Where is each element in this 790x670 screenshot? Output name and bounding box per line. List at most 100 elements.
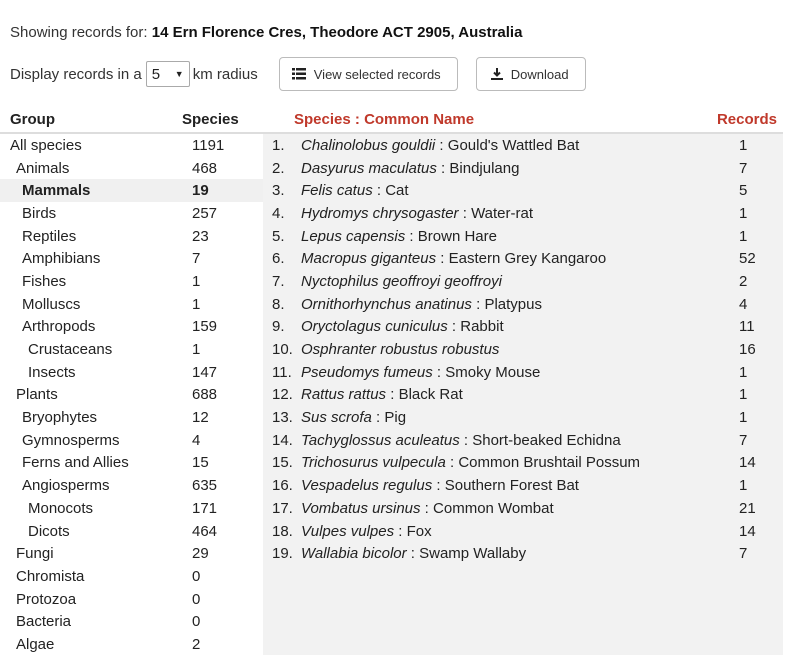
scientific-name[interactable]: Vombatus ursinus (301, 499, 421, 517)
species-row[interactable]: 2. Dasyurus maculatus : Bindjulang 7 (263, 157, 783, 180)
scientific-name[interactable]: Macropus giganteus (301, 250, 437, 268)
name-separator: : (394, 522, 407, 540)
scientific-name[interactable]: Osphranter robustus robustus (301, 341, 500, 359)
group-row[interactable]: Ferns and Allies 15 (0, 452, 263, 475)
species-row[interactable]: 6. Macropus giganteus : Eastern Grey Kang… (263, 247, 783, 270)
species-row[interactable]: 13. Sus scrofa : Pig 1 (263, 406, 783, 429)
species-row[interactable]: 11. Pseudomys fumeus : Smoky Mouse 1 (263, 361, 783, 384)
group-name: Fishes (22, 272, 67, 290)
group-row[interactable]: Algae 2 (0, 633, 263, 656)
scientific-name[interactable]: Pseudomys fumeus (301, 363, 433, 381)
radius-select[interactable]: 5 ▼ (145, 61, 190, 87)
species-row[interactable]: 5. Lepus capensis : Brown Hare 1 (263, 225, 783, 248)
scientific-name[interactable]: Chalinolobus gouldii (301, 136, 436, 154)
scientific-name[interactable]: Wallabia bicolor (301, 545, 407, 563)
species-column-header[interactable]: Species (294, 111, 351, 128)
scientific-name[interactable]: Oryctolagus cuniculus (301, 318, 448, 336)
group-row[interactable]: Monocots 171 (0, 497, 263, 520)
records-count: 1 (739, 204, 748, 222)
group-row[interactable]: Animals 468 (0, 157, 263, 180)
group-rows: All species 1191 Animals 468 Mammals 19 Birds 2… (0, 134, 263, 656)
scientific-name[interactable]: Ornithorhynchus anatinus (301, 295, 472, 313)
group-name: Ferns and Allies (22, 454, 129, 472)
species-row[interactable]: 15. Trichosurus vulpecula : Common Brusht… (263, 452, 783, 475)
scientific-name[interactable]: Dasyurus maculatus (301, 159, 437, 177)
group-row[interactable]: Mammals 19 (0, 179, 263, 203)
name-separator: : (436, 250, 449, 268)
records-count: 52 (739, 250, 756, 268)
species-row-number: 10. (272, 341, 293, 359)
name-separator: : (435, 136, 448, 154)
species-common-header: Species : Common Name (263, 111, 717, 128)
group-column-header: Group (10, 111, 55, 128)
species-row[interactable]: 12. Rattus rattus : Black Rat 1 (263, 384, 783, 407)
species-row[interactable]: 4. Hydromys chrysogaster : Water-rat 1 (263, 202, 783, 225)
species-row[interactable]: 17. Vombatus ursinus : Common Wombat 21 (263, 497, 783, 520)
group-row[interactable]: Reptiles 23 (0, 225, 263, 248)
group-row[interactable]: Amphibians 7 (0, 247, 263, 270)
group-row[interactable]: Protozoa 0 (0, 588, 263, 611)
common-name: Fox (406, 522, 432, 540)
scientific-name[interactable]: Nyctophilus geoffroyi geoffroyi (301, 272, 502, 290)
species-name-cell: Nyctophilus geoffroyi geoffroyi (301, 273, 733, 290)
scientific-name[interactable]: Tachyglossus aculeatus (301, 431, 460, 449)
download-button[interactable]: Download (475, 57, 586, 91)
group-row[interactable]: Arthropods 159 (0, 316, 263, 339)
group-row[interactable]: Bryophytes 12 (0, 406, 263, 429)
species-row[interactable]: 16. Vespadelus regulus : Southern Forest … (263, 474, 783, 497)
common-name: Platypus (484, 295, 542, 313)
group-row[interactable]: Bacteria 0 (0, 610, 263, 633)
records-count: 14 (739, 522, 756, 540)
group-species-count: 159 (192, 318, 218, 336)
records-count: 1 (739, 363, 748, 381)
species-row[interactable]: 3. Felis catus : Cat 5 (263, 179, 783, 202)
species-name-cell: Trichosurus vulpecula : Common Brushtail… (301, 454, 733, 471)
species-count-column-header: Species (182, 111, 239, 128)
group-name: Algae (16, 635, 55, 653)
group-name: Fungi (16, 545, 54, 563)
group-row[interactable]: Fishes 1 (0, 270, 263, 293)
group-row[interactable]: Chromista 0 (0, 565, 263, 588)
species-name-cell: Oryctolagus cuniculus : Rabbit (301, 318, 733, 335)
group-row[interactable]: Gymnosperms 4 (0, 429, 263, 452)
species-row[interactable]: 1. Chalinolobus gouldii : Gould's Wattled… (263, 134, 783, 157)
scientific-name[interactable]: Felis catus (301, 182, 373, 200)
view-selected-records-button[interactable]: View selected records (278, 57, 458, 91)
scientific-name[interactable]: Lepus capensis (301, 227, 406, 245)
group-row[interactable]: Angiosperms 635 (0, 474, 263, 497)
group-row[interactable]: Crustaceans 1 (0, 338, 263, 361)
species-row[interactable]: 18. Vulpes vulpes : Fox 14 (263, 520, 783, 543)
species-row[interactable]: 14. Tachyglossus aculeatus : Short-beaked… (263, 429, 783, 452)
location-address: 14 Ern Florence Cres, Theodore ACT 2905,… (151, 24, 523, 41)
group-row[interactable]: Dicots 464 (0, 520, 263, 543)
species-row[interactable]: 8. Ornithorhynchus anatinus : Platypus 4 (263, 293, 783, 316)
records-column-header[interactable]: Records (716, 111, 777, 128)
scientific-name[interactable]: Rattus rattus (301, 386, 387, 404)
records-count: 21 (739, 499, 756, 517)
group-row[interactable]: Fungi 29 (0, 542, 263, 565)
scientific-name[interactable]: Vespadelus regulus (301, 477, 433, 495)
common-name: Common Wombat (433, 499, 554, 517)
group-row[interactable]: All species 1191 (0, 134, 263, 157)
group-row[interactable]: Insects 147 (0, 361, 263, 384)
radius-value: 5 (151, 65, 161, 83)
species-row-number: 6. (272, 250, 285, 268)
group-species-count: 15 (192, 454, 209, 472)
records-count: 16 (739, 341, 756, 359)
species-name-cell: Vespadelus regulus : Southern Forest Bat (301, 477, 733, 494)
common-name-column-header[interactable]: Common Name (364, 111, 475, 128)
scientific-name[interactable]: Trichosurus vulpecula (301, 454, 446, 472)
scientific-name[interactable]: Hydromys chrysogaster (301, 204, 459, 222)
scientific-name[interactable]: Sus scrofa (301, 409, 372, 427)
species-row[interactable]: 19. Wallabia bicolor : Swamp Wallaby 7 (263, 542, 783, 565)
species-row[interactable]: 7. Nyctophilus geoffroyi geoffroyi 2 (263, 270, 783, 293)
group-row[interactable]: Birds 257 (0, 202, 263, 225)
species-name-cell: Ornithorhynchus anatinus : Platypus (301, 296, 733, 313)
species-name-cell: Hydromys chrysogaster : Water-rat (301, 205, 733, 222)
group-row[interactable]: Molluscs 1 (0, 293, 263, 316)
species-row[interactable]: 10. Osphranter robustus robustus 16 (263, 338, 783, 361)
group-row[interactable]: Plants 688 (0, 384, 263, 407)
species-row[interactable]: 9. Oryctolagus cuniculus : Rabbit 11 (263, 316, 783, 339)
scientific-name[interactable]: Vulpes vulpes (301, 522, 395, 540)
species-name-cell: Sus scrofa : Pig (301, 409, 733, 426)
